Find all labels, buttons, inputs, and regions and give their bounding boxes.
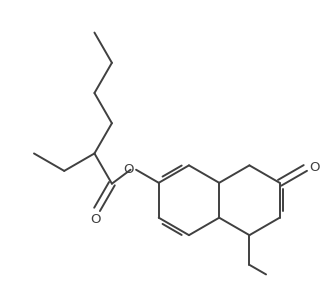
- Text: O: O: [123, 163, 133, 176]
- Text: O: O: [90, 213, 100, 226]
- Text: O: O: [309, 160, 319, 174]
